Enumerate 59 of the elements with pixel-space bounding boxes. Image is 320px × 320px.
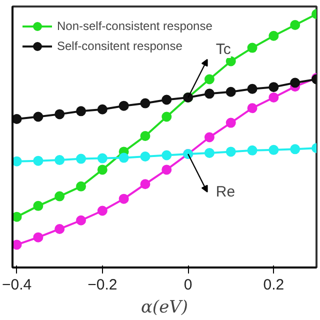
point bbox=[97, 104, 108, 114]
point bbox=[204, 132, 214, 142]
point bbox=[204, 148, 214, 158]
legend-label: Non-self-consistent response bbox=[57, 19, 212, 33]
point bbox=[290, 20, 300, 30]
point bbox=[290, 78, 300, 88]
legend-label: Self-consitent response bbox=[57, 39, 182, 53]
point bbox=[54, 109, 65, 120]
point bbox=[268, 82, 279, 92]
point bbox=[226, 146, 236, 157]
point bbox=[76, 106, 86, 116]
point bbox=[118, 194, 129, 204]
point bbox=[140, 130, 150, 141]
point bbox=[226, 56, 236, 66]
point bbox=[97, 164, 108, 175]
point bbox=[12, 156, 22, 166]
point bbox=[97, 206, 108, 216]
point bbox=[76, 215, 86, 226]
point bbox=[140, 152, 150, 162]
point bbox=[268, 92, 279, 102]
point bbox=[162, 164, 172, 175]
x-tick-label: 0.2 bbox=[263, 276, 284, 294]
point bbox=[54, 191, 65, 202]
point bbox=[33, 112, 44, 122]
point bbox=[76, 154, 86, 164]
point bbox=[268, 30, 279, 41]
point bbox=[76, 181, 86, 192]
point bbox=[140, 98, 150, 108]
point bbox=[54, 224, 65, 234]
point bbox=[162, 94, 172, 105]
point bbox=[12, 212, 22, 222]
point bbox=[97, 153, 108, 164]
point bbox=[226, 86, 236, 97]
x-tick-label: 0 bbox=[184, 276, 192, 294]
point bbox=[33, 200, 44, 211]
point bbox=[162, 112, 172, 122]
point bbox=[12, 114, 22, 124]
point bbox=[140, 179, 150, 190]
annotation: Re bbox=[216, 183, 236, 200]
point bbox=[204, 74, 214, 84]
point bbox=[290, 144, 300, 154]
point bbox=[204, 88, 214, 99]
point bbox=[54, 155, 65, 166]
point bbox=[268, 144, 279, 155]
point bbox=[247, 42, 258, 53]
x-axis-title: α(eV) bbox=[140, 298, 188, 318]
point bbox=[247, 145, 258, 156]
point bbox=[247, 84, 258, 94]
point bbox=[162, 150, 172, 160]
point bbox=[12, 240, 22, 250]
point bbox=[118, 100, 129, 111]
point bbox=[226, 118, 236, 128]
point bbox=[118, 152, 129, 163]
x-tick-label: −0.2 bbox=[88, 276, 118, 294]
point bbox=[247, 103, 258, 114]
point bbox=[33, 156, 44, 166]
point bbox=[33, 232, 44, 242]
annotation: Tc bbox=[216, 40, 232, 58]
x-tick-label: −0.4 bbox=[2, 276, 32, 294]
